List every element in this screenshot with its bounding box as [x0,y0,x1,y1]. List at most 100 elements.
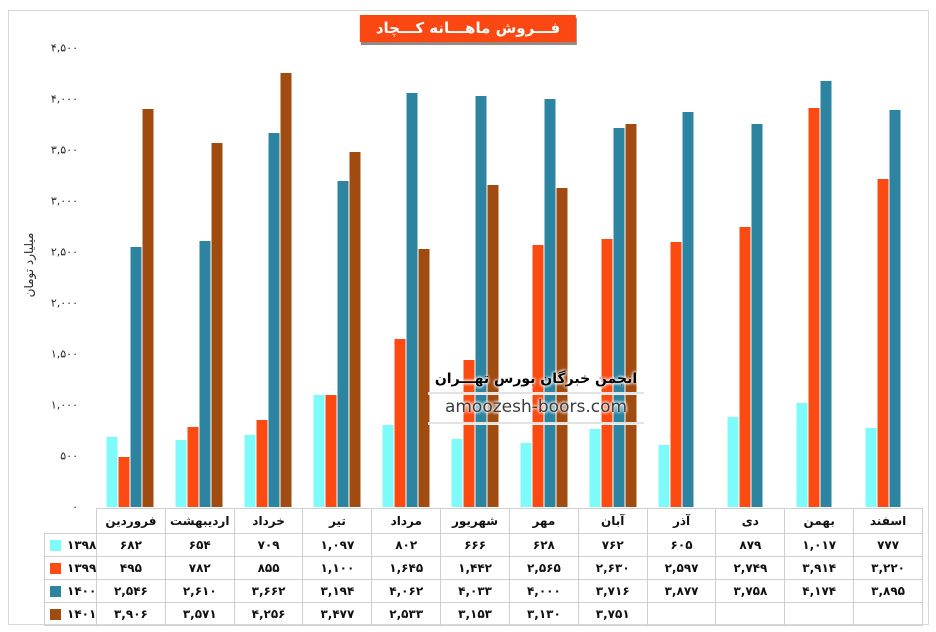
bar-۱۴۰۱ [624,124,637,507]
value-cell: ۴,۰۶۲ [371,579,442,603]
bar-۱۳۹۹ [669,242,682,507]
value-cell: ۳,۶۶۲ [233,579,304,603]
watermark-divider-top [428,392,644,394]
table-row: ۱۳۹۹ ۴۹۵ ۷۸۲ ۸۵۵ ۱,۱۰۰ ۱,۶۴۵ ۱,۴۴۲ ۲,۵۶۵ ۲,۶۳۰ ۲,… [44,556,923,580]
value-cell: ۶۶۶ [440,533,510,557]
y-tick-label: ۱,۰۰۰ [50,398,78,412]
value-cell: ۳,۹۱۴ [784,556,855,580]
y-tick-label: ۳,۰۰۰ [50,194,78,208]
y-tick-label: ۳,۵۰۰ [50,143,78,157]
value-cell: ۳,۸۹۵ [853,579,923,603]
watermark: انجمن خبرگان بورس تهـــران amoozesh-boor… [428,371,644,427]
bar-۱۳۹۸ [175,440,188,507]
month-header-cell: اردیبهشت [164,508,235,534]
value-cell: ۳,۷۵۱ [577,602,648,626]
month-header-cell: خرداد [233,508,304,534]
watermark-site-url: amoozesh-boors.com [444,397,628,417]
bar-۱۴۰۰ [337,181,350,507]
value-cell: ۱,۱۰۰ [302,556,373,580]
bar-۱۳۹۹ [738,226,751,507]
value-cell: ۳,۱۳۰ [508,602,579,626]
legend-year-label: ۱۴۰۱ [67,607,97,621]
plot-area [96,48,923,507]
bar-۱۳۹۸ [795,403,808,507]
legend-cell: ۱۴۰۱ [44,602,97,626]
bar-۱۳۹۹ [876,178,889,507]
legend-inner: ۱۴۰۰ [46,584,97,598]
value-cell: ۳,۵۷۱ [164,602,235,626]
value-cell: ۱,۶۴۵ [371,556,442,580]
bar-۱۴۰۰ [750,123,763,507]
month-header-cell: شهریور [440,508,510,534]
month-header-cell: تیر [302,508,373,534]
value-cell: ۳,۲۲۰ [853,556,923,580]
legend-swatch [50,585,61,597]
month-column-2 [165,48,234,507]
value-cell: ۷۸۲ [164,556,235,580]
bar-۱۴۰۱ [349,152,362,507]
table-row: ۱۳۹۸ ۶۸۲ ۶۵۴ ۷۰۹ ۱,۰۹۷ ۸۰۲ ۶۶۶ ۶۲۸ ۷۶۲ ۶۰۵ ۸۷۹ ۱,۰۱… [44,533,923,557]
value-cell: ۶۰۵ [646,533,717,557]
month-column-12 [854,48,923,507]
y-tick-label: ۱,۵۰۰ [50,347,78,361]
bar-۱۴۰۰ [268,133,281,507]
bar-۱۴۰۰ [543,99,556,507]
y-tick-label: ۲,۰۰۰ [50,296,78,310]
legend-year-label: ۱۴۰۰ [67,584,97,598]
value-cell: ۳,۷۵۸ [715,579,786,603]
month-header-cell: آبان [577,508,648,534]
value-cell: ۴,۰۳۳ [440,579,510,603]
value-cell: ۷۶۲ [577,533,648,557]
bar-۱۳۹۹ [256,419,269,507]
month-header-cell: بهمن [784,508,855,534]
bar-۱۴۰۱ [142,108,155,507]
bar-۱۳۹۹ [394,339,407,507]
value-cell: ۷۷۷ [853,533,923,557]
value-cell: ۸۰۲ [371,533,442,557]
month-column-5 [372,48,441,507]
bar-۱۴۰۰ [681,111,694,507]
bar-۱۳۹۹ [807,107,820,507]
bar-۱۴۰۰ [475,95,488,507]
chart-title: فـــروش ماهـــانه کـــچاد [359,15,577,42]
value-cell: ۳,۱۵۳ [440,602,510,626]
bar-۱۴۰۰ [888,109,901,507]
legend-year-label: ۱۳۹۸ [67,538,97,552]
month-column-9 [647,48,716,507]
y-tick-label: ۰ [72,500,78,514]
value-cell: ۲,۶۱۰ [164,579,235,603]
legend-inner: ۱۴۰۱ [46,607,97,621]
bar-۱۴۰۱ [280,72,293,507]
value-cell [853,602,923,626]
table-corner-cell [44,508,97,534]
bar-۱۴۰۰ [130,247,143,507]
bar-۱۳۹۹ [187,427,200,507]
value-cell: ۴,۰۰۰ [508,579,579,603]
value-cell: ۲,۷۴۹ [715,556,786,580]
value-cell: ۳,۱۹۴ [302,579,373,603]
y-tick-label: ۲,۵۰۰ [50,245,78,259]
value-cell [715,602,786,626]
legend-inner: ۱۳۹۹ [46,561,96,575]
value-cell: ۴۹۵ [96,556,166,580]
bar-۱۴۰۰ [819,81,832,507]
bar-۱۴۰۰ [199,240,212,507]
month-column-4 [303,48,372,507]
bar-۱۳۹۹ [531,245,544,507]
y-tick-label: ۴,۵۰۰ [50,41,78,55]
value-cell [646,602,717,626]
value-cell: ۲,۵۶۵ [508,556,579,580]
y-tick-label: ۴,۰۰۰ [50,92,78,106]
legend-swatch [50,608,61,620]
value-cell: ۶۸۲ [96,533,166,557]
month-column-7 [510,48,579,507]
legend-cell: ۱۴۰۰ [44,579,97,603]
bar-۱۳۹۸ [864,427,877,507]
bar-۱۳۹۸ [726,417,739,507]
bar-۱۳۹۸ [588,429,601,507]
legend-cell: ۱۳۹۹ [44,556,97,580]
month-header-cell: مرداد [371,508,442,534]
month-column-1 [96,48,165,507]
table-row: ۱۴۰۱ ۳,۹۰۶ ۳,۵۷۱ ۴,۲۵۶ ۳,۴۷۷ ۲,۵۳۳ ۳,۱۵۳ ۳,۱۳۰ ۳… [44,602,923,626]
